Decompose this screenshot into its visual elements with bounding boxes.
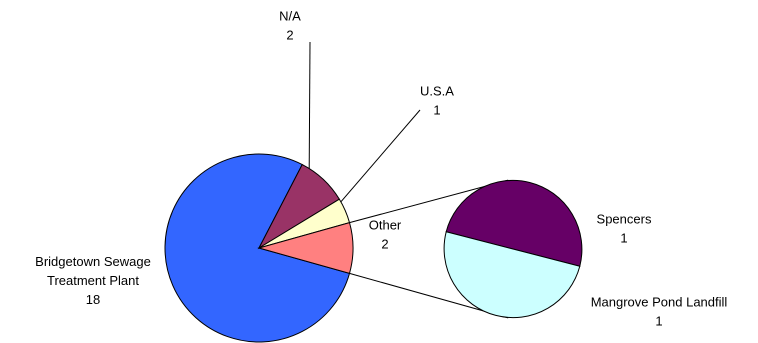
label-n-a: N/A 2: [279, 9, 301, 43]
label-bridgetown-sewage-treatment-plant-name-line: Treatment Plant: [47, 273, 139, 288]
label-secondary-mangrove-pond-landfill: Mangrove Pond Landfill 1: [591, 295, 728, 329]
label-secondary-mangrove-pond-landfill-name-line: Mangrove Pond Landfill: [591, 295, 728, 310]
label-n-a-value: 2: [286, 28, 293, 43]
label-secondary-spencers-name-line: Spencers: [597, 212, 652, 227]
secondary-slice-mangrove-pond-landfill: [443, 231, 581, 319]
secondary-slice-spencers: [445, 179, 583, 267]
label-other-value: 2: [381, 237, 388, 252]
label-secondary-spencers: Spencers 1: [597, 212, 652, 246]
label-bridgetown-sewage-treatment-plant: Bridgetown Sewage Treatment Plant 18: [35, 254, 151, 307]
label-u-s-a: U.S.A 1: [420, 84, 454, 118]
label-n-a-name-line: N/A: [279, 9, 301, 24]
label-other: Other 2: [369, 218, 402, 252]
label-bridgetown-sewage-treatment-plant-value: 18: [86, 292, 100, 307]
slice-other: [257, 222, 354, 274]
label-other-name-line: Other: [369, 218, 402, 233]
label-u-s-a-name-line: U.S.A: [420, 84, 454, 99]
leader-line-u-s-a: [325, 109, 421, 220]
main-pie: [164, 153, 354, 343]
label-secondary-mangrove-pond-landfill-value: 1: [655, 314, 662, 329]
label-secondary-spencers-value: 1: [620, 231, 627, 246]
data-labels: Bridgetown Sewage Treatment Plant 18 N/A 2 U.…: [35, 9, 727, 329]
label-bridgetown-sewage-treatment-plant-name-line: Bridgetown Sewage: [35, 254, 151, 269]
label-u-s-a-value: 1: [433, 103, 440, 118]
secondary-pie: [443, 179, 583, 319]
